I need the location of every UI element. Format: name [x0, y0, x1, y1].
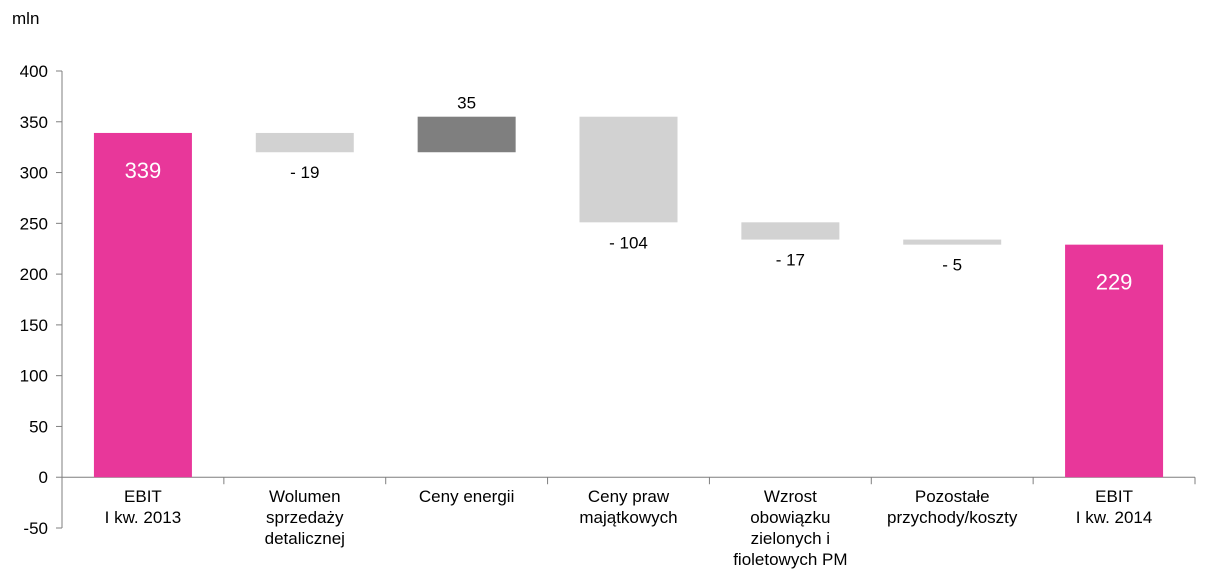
y-tick-label: 50 [29, 417, 48, 436]
bar-decrease [579, 116, 678, 223]
bar-decrease [903, 239, 1002, 245]
x-category-label: Wolumen [269, 487, 341, 506]
x-category-label: I kw. 2013 [105, 508, 182, 527]
data-labels: 339 - 19 35 - 104 - 17 - 5 229 [125, 94, 1133, 295]
category-labels: EBIT I kw. 2013 Wolumen sprzedaży detaliczne… [105, 487, 1153, 569]
data-label: - 17 [776, 251, 805, 270]
y-tick-label: 200 [20, 265, 48, 284]
data-label: - 19 [290, 163, 319, 182]
bar-decrease [741, 222, 840, 240]
y-tick-label: -50 [23, 519, 48, 538]
bars [93, 116, 1164, 478]
data-label: 339 [125, 158, 162, 183]
y-tick-label: 400 [20, 62, 48, 81]
y-unit-label: mln [12, 9, 39, 28]
bar-total [1065, 244, 1164, 478]
x-category-label: EBIT [124, 487, 162, 506]
x-category-label: majątkowych [579, 508, 677, 527]
y-tick-label: 100 [20, 367, 48, 386]
data-label: 35 [457, 94, 476, 113]
x-category-label: fioletowych PM [733, 550, 847, 569]
x-category-label: zielonych i [751, 529, 830, 548]
axes: 400 350 300 250 200 150 100 50 0 -50 [20, 62, 1196, 538]
x-category-label: Ceny energii [419, 487, 514, 506]
bar-total [93, 132, 192, 478]
data-label: - 5 [942, 256, 962, 275]
x-category-label: detalicznej [265, 529, 345, 548]
y-tick-label: 0 [39, 468, 48, 487]
y-tick-label: 150 [20, 316, 48, 335]
bar-decrease [255, 132, 354, 153]
y-tick-label: 300 [20, 164, 48, 183]
y-tick-label: 350 [20, 113, 48, 132]
y-tick-label: 250 [20, 214, 48, 233]
data-label: - 104 [609, 233, 648, 252]
x-category-label: Wzrost [764, 487, 817, 506]
x-category-label: EBIT [1095, 487, 1133, 506]
data-label: 229 [1096, 270, 1133, 295]
x-category-label: Pozostałe [915, 487, 990, 506]
x-category-label: obowiązku [750, 508, 830, 527]
x-category-label: I kw. 2014 [1076, 508, 1153, 527]
x-category-label: Ceny praw [588, 487, 670, 506]
x-category-label: sprzedaży [266, 508, 344, 527]
x-category-label: przychody/koszty [887, 508, 1018, 527]
bar-increase [417, 116, 516, 153]
